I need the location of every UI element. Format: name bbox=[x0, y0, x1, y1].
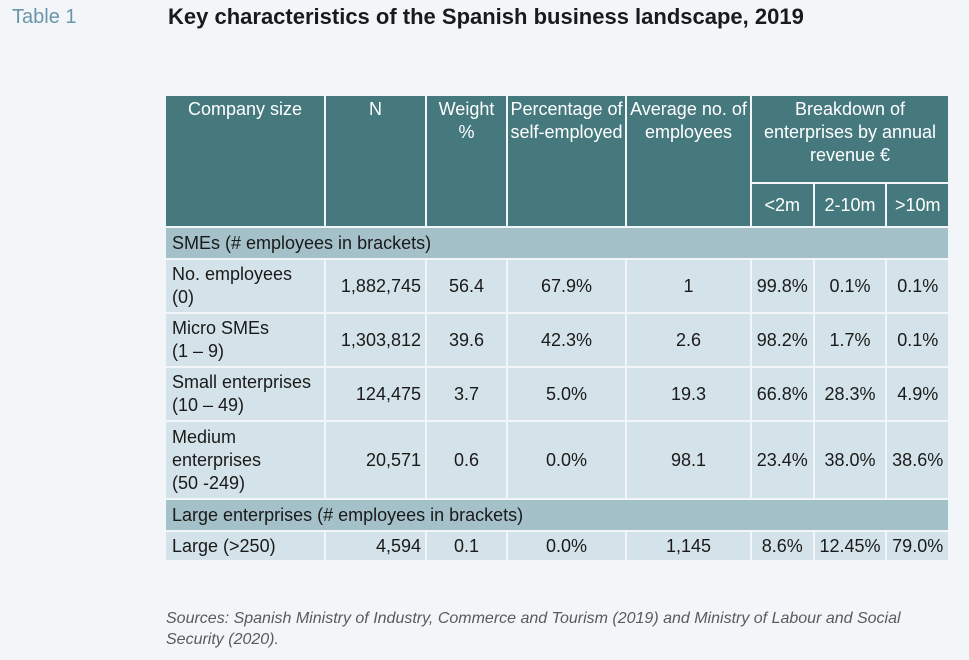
cell-weight: 3.7 bbox=[427, 368, 506, 420]
header-avg-employees: Average no. of employees bbox=[627, 96, 750, 226]
company-size-bracket: (50 -249) bbox=[172, 472, 246, 493]
header-revenue-breakdown: Breakdown of enterprises by annual reven… bbox=[752, 96, 948, 182]
cell-n: 124,475 bbox=[326, 368, 425, 420]
table-row: Small enterprises (10 – 49) 124,475 3.7 … bbox=[166, 368, 948, 420]
company-size-line: No. employees bbox=[172, 264, 293, 284]
table-row: Large (>250) 4,594 0.1 0.0% 1,145 8.6% 1… bbox=[166, 532, 948, 560]
company-size-line: Medium bbox=[172, 426, 237, 447]
cell-band-2-10m: 0.1% bbox=[814, 260, 886, 312]
table-row: Micro SMEs (1 – 9) 1,303,812 39.6 42.3% … bbox=[166, 314, 948, 366]
cell-band-gt10m: 0.1% bbox=[887, 260, 948, 312]
section-title: SMEs (# employees in brackets) bbox=[166, 228, 948, 258]
cell-pct-self-employed: 5.0% bbox=[508, 368, 625, 420]
cell-n: 1,882,745 bbox=[326, 260, 425, 312]
table-title: Key characteristics of the Spanish busin… bbox=[168, 4, 804, 29]
cell-avg-employees: 19.3 bbox=[627, 368, 750, 420]
company-size-bracket: (0) bbox=[172, 287, 194, 307]
company-size-line: Micro SMEs bbox=[172, 318, 270, 338]
cell-band-lt2m: 99.8% bbox=[752, 260, 813, 312]
header-band-lt2m: <2m bbox=[752, 184, 813, 226]
cell-band-lt2m: 8.6% bbox=[752, 532, 813, 560]
cell-band-gt10m: 4.9% bbox=[887, 368, 948, 420]
cell-n: 20,571 bbox=[326, 422, 425, 498]
cell-n: 4,594 bbox=[326, 532, 425, 560]
cell-weight: 0.1 bbox=[427, 532, 506, 560]
header-row: Company size N Weight % Percentage of se… bbox=[166, 96, 948, 226]
company-size-line: Small enterprises bbox=[172, 372, 312, 392]
cell-pct-self-employed: 67.9% bbox=[508, 260, 625, 312]
header-band-2-10m: 2-10m bbox=[814, 184, 886, 226]
cell-avg-employees: 1 bbox=[627, 260, 750, 312]
cell-company-size: Large (>250) bbox=[166, 532, 324, 560]
header-company-size: Company size bbox=[166, 96, 324, 226]
cell-band-gt10m: 79.0% bbox=[887, 532, 948, 560]
sources-note: Sources: Spanish Ministry of Industry, C… bbox=[166, 610, 901, 648]
cell-band-lt2m: 23.4% bbox=[752, 422, 813, 498]
section-row-smes: SMEs (# employees in brackets) bbox=[166, 228, 948, 258]
cell-band-gt10m: 0.1% bbox=[887, 314, 948, 366]
cell-band-lt2m: 66.8% bbox=[752, 368, 813, 420]
section-row-large: Large enterprises (# employees in bracke… bbox=[166, 500, 948, 530]
cell-company-size: Micro SMEs (1 – 9) bbox=[166, 314, 324, 366]
cell-avg-employees: 98.1 bbox=[627, 422, 750, 498]
cell-company-size: Small enterprises (10 – 49) bbox=[166, 368, 324, 420]
cell-avg-employees: 1,145 bbox=[627, 532, 750, 560]
cell-weight: 0.6 bbox=[427, 422, 506, 498]
cell-avg-employees: 2.6 bbox=[627, 314, 750, 366]
cell-pct-self-employed: 0.0% bbox=[508, 422, 625, 498]
cell-band-2-10m: 12.45% bbox=[814, 532, 886, 560]
cell-band-2-10m: 28.3% bbox=[814, 368, 886, 420]
header-band-gt10m: >10m bbox=[887, 184, 948, 226]
table-label: Table 1 bbox=[12, 6, 77, 28]
cell-pct-self-employed: 0.0% bbox=[508, 532, 625, 560]
cell-band-2-10m: 38.0% bbox=[814, 422, 886, 498]
header-pct-self-employed: Percentage of self-employed bbox=[508, 96, 625, 226]
company-size-bracket: (10 – 49) bbox=[172, 395, 245, 415]
business-characteristics-table: Company size N Weight % Percentage of se… bbox=[164, 94, 950, 562]
cell-weight: 56.4 bbox=[427, 260, 506, 312]
cell-company-size: No. employees (0) bbox=[166, 260, 324, 312]
cell-band-gt10m: 38.6% bbox=[887, 422, 948, 498]
cell-band-lt2m: 98.2% bbox=[752, 314, 813, 366]
section-title: Large enterprises (# employees in bracke… bbox=[166, 500, 948, 530]
cell-pct-self-employed: 42.3% bbox=[508, 314, 625, 366]
table-row: Medium enterprises (50 -249) 20,571 0.6 … bbox=[166, 422, 948, 498]
table-row: No. employees (0) 1,882,745 56.4 67.9% 1… bbox=[166, 260, 948, 312]
cell-n: 1,303,812 bbox=[326, 314, 425, 366]
header-n: N bbox=[326, 96, 425, 226]
cell-band-2-10m: 1.7% bbox=[814, 314, 886, 366]
company-size-bracket: (1 – 9) bbox=[172, 341, 225, 361]
company-size-line: enterprises bbox=[172, 449, 262, 470]
cell-weight: 39.6 bbox=[427, 314, 506, 366]
header-weight: Weight % bbox=[427, 96, 506, 226]
cell-company-size: Medium enterprises (50 -249) bbox=[166, 422, 324, 498]
header-subrow: <2m 2-10m >10m bbox=[166, 184, 948, 226]
